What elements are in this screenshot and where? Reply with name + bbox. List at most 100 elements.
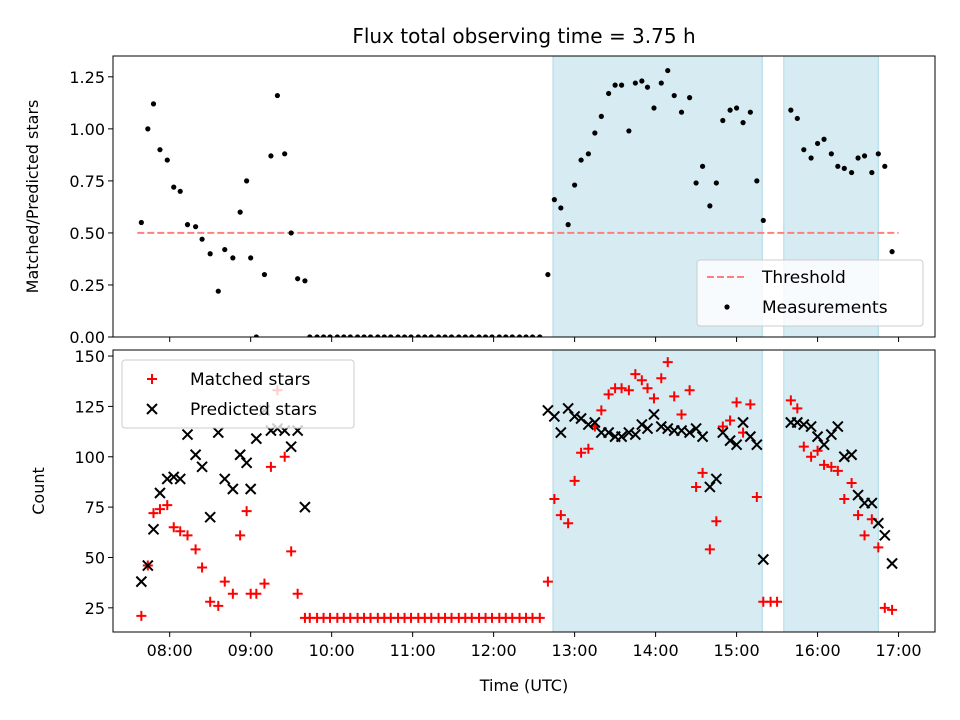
measurement-point	[288, 230, 294, 236]
matched-star-point	[717, 421, 728, 432]
measurement-point	[320, 334, 327, 337]
measurement-point	[401, 334, 408, 337]
predicted-star-point	[655, 420, 667, 433]
matched-star-point	[725, 415, 736, 426]
matched-star-point	[630, 369, 641, 380]
matched-star-point	[846, 477, 857, 488]
legend-label-measurements: Measurements	[762, 298, 888, 318]
measurement-point	[572, 182, 578, 188]
measurement-point	[215, 288, 221, 294]
measurement-point	[230, 255, 236, 261]
measurement-point	[476, 334, 482, 337]
measurement-point	[875, 151, 881, 157]
legend-matched-swatch	[147, 374, 157, 384]
predicted-star-point	[690, 422, 702, 435]
predicted-star-point	[219, 473, 231, 485]
matched-star-point	[542, 576, 553, 587]
matched-star-point	[785, 395, 796, 406]
axes-frame	[112, 349, 936, 633]
predicted-star-point	[879, 529, 891, 542]
predicted-star-point	[181, 428, 194, 441]
predicted-star-point	[852, 489, 864, 501]
measurement-point	[516, 334, 523, 337]
measurement-point	[848, 169, 855, 176]
predicted-star-point	[724, 434, 736, 447]
measurement-point	[354, 334, 361, 337]
matched-star-point	[704, 544, 715, 555]
predicted-star-point	[696, 430, 709, 443]
matched-star-point	[684, 385, 695, 396]
measurement-point	[869, 169, 875, 176]
matched-star-point	[751, 492, 762, 503]
measurement-point	[835, 163, 841, 169]
measurement-point	[261, 271, 268, 278]
matched-star-point	[563, 518, 574, 529]
matched-star-point	[879, 602, 890, 613]
measurement-point	[713, 180, 719, 186]
plot-area	[135, 350, 898, 632]
predicted-star-point	[555, 426, 567, 439]
measurement-point	[244, 178, 250, 184]
measurement-point	[693, 180, 699, 186]
predicted-star-point	[730, 438, 743, 451]
x-tick-label: 09:00	[228, 641, 274, 660]
measurement-point	[578, 157, 584, 163]
legend-label-predicted: Predicted stars	[190, 400, 317, 420]
measurement-point	[422, 334, 428, 337]
matched-star-point	[676, 409, 687, 420]
predicted-star-point	[240, 457, 253, 469]
predicted-star-point	[683, 426, 696, 439]
matched-star-point	[711, 516, 722, 527]
predicted-star-point	[845, 449, 858, 461]
predicted-star-point	[161, 473, 173, 485]
predicted-star-point	[811, 430, 824, 443]
legend: Threshold Measurements	[696, 259, 924, 327]
measurement-point	[314, 334, 320, 337]
matched-star-point	[162, 500, 173, 511]
measurement-point	[727, 107, 733, 113]
y-tick-label: 25	[85, 599, 105, 618]
x-tick-label: 12:00	[471, 641, 517, 660]
measurement-point	[551, 197, 557, 203]
predicted-star-point	[832, 420, 844, 433]
matched-star-point	[662, 357, 673, 368]
predicted-star-point	[710, 473, 723, 485]
predicted-star-point	[168, 471, 180, 483]
x-tick-label: 16:00	[795, 641, 841, 660]
measurement-point	[882, 163, 888, 169]
measurement-point	[274, 92, 280, 99]
predicted-star-point	[629, 428, 642, 441]
x-tick-label: 13:00	[552, 641, 598, 660]
predicted-star-point	[866, 497, 878, 509]
predicted-star-point	[704, 481, 716, 493]
predicted-star-point	[662, 422, 674, 435]
measurement-point	[658, 80, 664, 86]
measurement-point	[327, 334, 333, 337]
y-tick-label: 1.25	[69, 68, 105, 87]
y-tick-label: 0.75	[69, 172, 105, 191]
predicted-star-point	[623, 426, 635, 439]
matched-star-point	[259, 578, 270, 589]
matched-star-point	[697, 467, 708, 478]
measurement-point	[699, 163, 706, 169]
measurement-point	[740, 120, 746, 126]
matched-star-point	[792, 403, 803, 414]
measurement-point	[367, 334, 374, 337]
predicted-star-point	[285, 440, 297, 453]
x-tick-label: 14:00	[633, 641, 679, 660]
measurement-point	[150, 101, 157, 107]
measurement-point	[193, 224, 199, 230]
measurement-point	[707, 203, 713, 209]
shaded-span-1	[552, 350, 763, 632]
measurement-point	[671, 92, 677, 99]
matched-star-point	[839, 494, 850, 505]
matched-star-point	[235, 530, 246, 541]
matched-star-point	[832, 465, 843, 476]
measurement-point	[222, 246, 228, 253]
measurement-point	[361, 334, 367, 337]
y-axis-label: Matched/Predicted stars	[23, 100, 42, 294]
y-tick-label: 0.25	[69, 276, 105, 295]
predicted-star-point	[648, 408, 660, 421]
predicted-star-point	[744, 430, 757, 443]
